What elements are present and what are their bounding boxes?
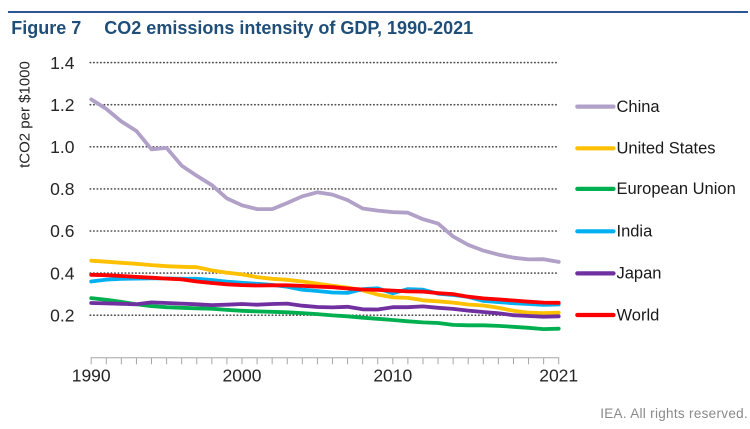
svg-text:1.4: 1.4 xyxy=(50,53,75,73)
svg-text:2010: 2010 xyxy=(373,366,412,386)
svg-text:0.2: 0.2 xyxy=(50,305,74,325)
svg-text:0.8: 0.8 xyxy=(50,179,74,199)
svg-text:European Union: European Union xyxy=(617,180,736,198)
svg-text:World: World xyxy=(617,306,660,324)
svg-text:2021: 2021 xyxy=(539,366,578,386)
svg-text:2000: 2000 xyxy=(223,366,262,386)
svg-text:United States: United States xyxy=(617,140,716,158)
svg-text:1.0: 1.0 xyxy=(50,137,75,157)
svg-text:China: China xyxy=(617,98,661,116)
svg-text:0.6: 0.6 xyxy=(50,221,74,241)
svg-text:1990: 1990 xyxy=(72,366,111,386)
svg-text:tCO2 per $1000: tCO2 per $1000 xyxy=(17,61,34,168)
svg-text:1.2: 1.2 xyxy=(50,95,74,115)
svg-text:0.4: 0.4 xyxy=(50,263,75,283)
svg-text:Japan: Japan xyxy=(617,265,662,283)
svg-text:India: India xyxy=(617,223,654,241)
